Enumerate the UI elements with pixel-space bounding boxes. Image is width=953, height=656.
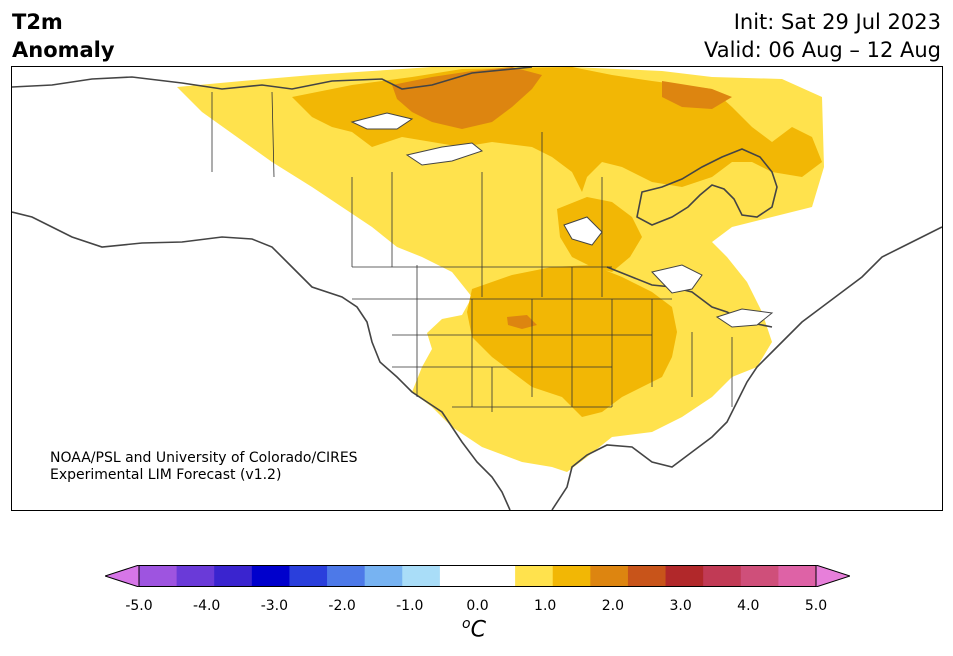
colorbar-tick-label: 5.0 — [804, 598, 828, 614]
credit-text: NOAA/PSL and University of Colorado/CIRE… — [50, 450, 358, 484]
anomaly-region-strong — [392, 67, 732, 329]
colorbar-tick-label: 0.0 — [466, 598, 489, 614]
colorbar-cell — [439, 565, 478, 587]
colorbar-cell — [176, 565, 215, 587]
colorbar-cell — [552, 565, 591, 587]
colorbar-cell — [139, 565, 178, 587]
colorbar-cells — [139, 565, 817, 587]
anomaly-map: NOAA/PSL and University of Colorado/CIRE… — [11, 66, 943, 511]
colorbar-cell — [627, 565, 667, 587]
colorbar-cell — [327, 565, 366, 587]
colorbar-tick-label: 1.0 — [534, 598, 557, 614]
colorbar-cell — [590, 565, 629, 587]
colorbar-tick-label: -3.0 — [260, 598, 289, 614]
colorbar-cell — [515, 565, 554, 587]
colorbar — [105, 565, 850, 587]
colorbar-cell — [740, 565, 779, 587]
colorbar-tick-label: -2.0 — [328, 598, 356, 614]
colorbar-cell — [251, 565, 290, 587]
valid-date: Valid: 06 Aug – 12 Aug — [703, 38, 941, 62]
colorbar-outline — [138, 565, 817, 587]
colorbar-cell — [665, 565, 704, 587]
colorbar-cell — [289, 565, 328, 587]
map-canvas — [12, 67, 942, 510]
state-boundaries — [211, 91, 733, 412]
colorbar-cell — [364, 565, 403, 587]
colorbar-cell — [214, 565, 253, 587]
colorbar-tick-label: 3.0 — [669, 598, 692, 614]
colorbar-under-arrow — [105, 565, 140, 587]
credit-line2: Experimental LIM Forecast (v1.2) — [50, 467, 282, 483]
colorbar-tick-label: 4.0 — [737, 598, 760, 614]
map-title-line1: T2m — [12, 10, 63, 34]
colorbar-tick-label: 2.0 — [601, 598, 625, 614]
colorbar-cell — [703, 565, 742, 587]
unit-letter: C — [470, 617, 486, 643]
map-title-line2: Anomaly — [12, 38, 115, 62]
colorbar-cell — [477, 565, 516, 587]
init-date: Init: Sat 29 Jul 2023 — [733, 10, 941, 34]
colorbar-ticks: -5.0 -4.0 -3.0 -2.0 -1.0 0.0 1.0 2.0 3.0 4.0 5.0 — [0, 598, 953, 618]
colorbar-unit: oC — [462, 616, 486, 642]
credit-line1: NOAA/PSL and University of Colorado/CIRE… — [50, 450, 358, 466]
unit-degree: o — [462, 616, 471, 632]
colorbar-tick-label: -4.0 — [193, 598, 221, 614]
colorbar-over-arrow — [815, 565, 850, 587]
map-title: T2m Anomaly — [12, 8, 115, 64]
colorbar-cell — [402, 565, 441, 587]
lakes — [350, 112, 774, 328]
coastlines — [12, 67, 942, 510]
colorbar-tick-label: -5.0 — [125, 598, 153, 614]
colorbar-tick-label: -1.0 — [396, 598, 424, 614]
forecast-dates: Init: Sat 29 Jul 2023 Valid: 06 Aug – 12… — [704, 8, 941, 64]
colorbar-cell — [778, 565, 817, 587]
